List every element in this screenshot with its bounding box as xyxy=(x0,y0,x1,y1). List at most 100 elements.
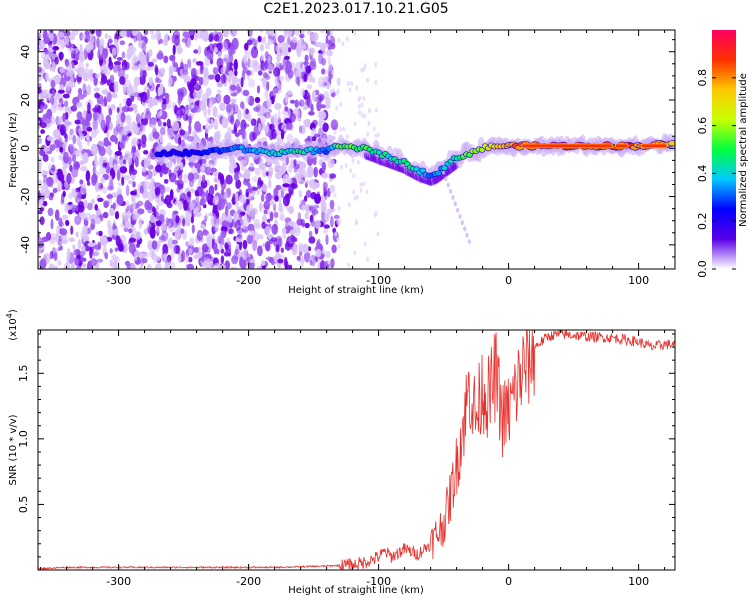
noise-speckle xyxy=(149,30,155,35)
noise-speckle xyxy=(179,161,184,171)
noise-speckle xyxy=(99,235,108,245)
noise-speckle xyxy=(108,207,115,217)
noise-speckle xyxy=(93,87,101,92)
noise-speckle xyxy=(60,228,68,236)
noise-speckle xyxy=(195,33,202,39)
noise-speckle xyxy=(185,210,190,221)
noise-speckle xyxy=(231,255,239,265)
noise-speckle xyxy=(48,263,55,269)
noise-speckle xyxy=(156,224,160,233)
noise-speckle xyxy=(132,204,136,210)
noise-speckle xyxy=(142,69,147,79)
noise-speckle xyxy=(187,248,193,255)
ridge-tail xyxy=(446,182,450,188)
noise-speckle xyxy=(367,108,371,114)
noise-speckle xyxy=(231,129,238,135)
noise-speckle xyxy=(363,113,367,119)
noise-speckle xyxy=(155,76,160,82)
noise-speckle xyxy=(130,149,135,156)
noise-speckle xyxy=(157,98,164,104)
noise-speckle xyxy=(208,212,213,217)
noise-speckle xyxy=(109,121,113,131)
snr-x-label: Height of straight line (km) xyxy=(288,585,424,596)
noise-speckle xyxy=(240,119,247,131)
noise-speckle xyxy=(127,45,133,58)
noise-speckle xyxy=(267,63,274,72)
noise-speckle xyxy=(332,87,336,93)
noise-speckle xyxy=(156,211,160,220)
ridge-tail xyxy=(451,195,455,200)
noise-speckle xyxy=(362,96,366,101)
noise-speckle xyxy=(63,151,70,164)
noise-speckle xyxy=(155,204,159,212)
noise-speckle xyxy=(287,35,291,45)
noise-speckle xyxy=(250,46,259,59)
noise-speckle xyxy=(109,74,115,84)
noise-speckle xyxy=(248,78,256,88)
noise-speckle xyxy=(303,251,311,263)
noise-speckle xyxy=(347,262,350,268)
noise-speckle xyxy=(274,211,279,219)
noise-speckle xyxy=(213,242,218,255)
noise-speckle xyxy=(349,168,352,174)
noise-speckle xyxy=(98,54,103,60)
colorbar-tick-label: 0.2 xyxy=(696,212,709,230)
noise-speckle xyxy=(186,135,194,142)
noise-speckle xyxy=(238,129,244,136)
noise-speckle xyxy=(180,228,185,235)
noise-speckle xyxy=(359,182,363,188)
noise-speckle xyxy=(287,90,293,95)
spectrogram-x-label: Height of straight line (km) xyxy=(288,285,424,296)
noise-speckle xyxy=(113,81,119,93)
noise-speckle xyxy=(206,236,212,248)
noise-speckle xyxy=(227,76,232,84)
colorbar-ticks: 0.0 0.2 0.4 0.6 0.8 xyxy=(696,69,736,278)
noise-speckle xyxy=(264,241,271,252)
noise-speckle xyxy=(212,195,220,206)
noise-speckle xyxy=(135,113,141,124)
noise-speckle xyxy=(43,36,50,45)
noise-speckle xyxy=(278,202,283,213)
noise-speckle xyxy=(337,243,341,249)
noise-speckle xyxy=(306,94,311,107)
noise-speckle xyxy=(48,44,56,53)
noise-speckle xyxy=(72,204,79,211)
noise-speckle xyxy=(289,190,294,196)
noise-speckle xyxy=(214,183,218,191)
noise-speckle xyxy=(228,70,234,78)
noise-speckle xyxy=(357,104,361,109)
noise-speckle xyxy=(104,88,108,99)
noise-speckle xyxy=(285,264,293,269)
noise-speckle xyxy=(94,168,98,174)
noise-speckle xyxy=(38,210,43,215)
noise-speckle xyxy=(202,229,209,236)
noise-speckle xyxy=(220,255,225,264)
noise-speckle xyxy=(231,75,238,85)
noise-speckle xyxy=(235,200,239,212)
noise-speckle xyxy=(113,163,118,172)
noise-speckle xyxy=(147,61,154,67)
noise-speckle xyxy=(215,73,221,83)
noise-speckle xyxy=(363,241,367,247)
noise-speckle xyxy=(73,248,81,256)
noise-speckle xyxy=(260,117,266,125)
noise-speckle xyxy=(154,182,162,188)
noise-speckle xyxy=(136,200,144,207)
noise-speckle xyxy=(289,229,296,235)
noise-speckle xyxy=(139,185,144,194)
noise-speckle xyxy=(99,165,106,175)
noise-speckle xyxy=(310,33,316,42)
noise-speckle xyxy=(304,118,311,128)
noise-speckle xyxy=(261,64,267,72)
noise-speckle xyxy=(315,248,322,258)
noise-speckle xyxy=(121,176,125,186)
noise-speckle xyxy=(288,47,292,53)
noise-speckle xyxy=(293,107,299,116)
noise-speckle xyxy=(72,244,76,250)
noise-speckle xyxy=(320,206,327,213)
noise-speckle xyxy=(167,238,173,249)
noise-speckle xyxy=(310,57,316,67)
noise-speckle xyxy=(263,35,267,45)
noise-speckle xyxy=(284,93,289,104)
noise-speckle xyxy=(220,226,228,233)
